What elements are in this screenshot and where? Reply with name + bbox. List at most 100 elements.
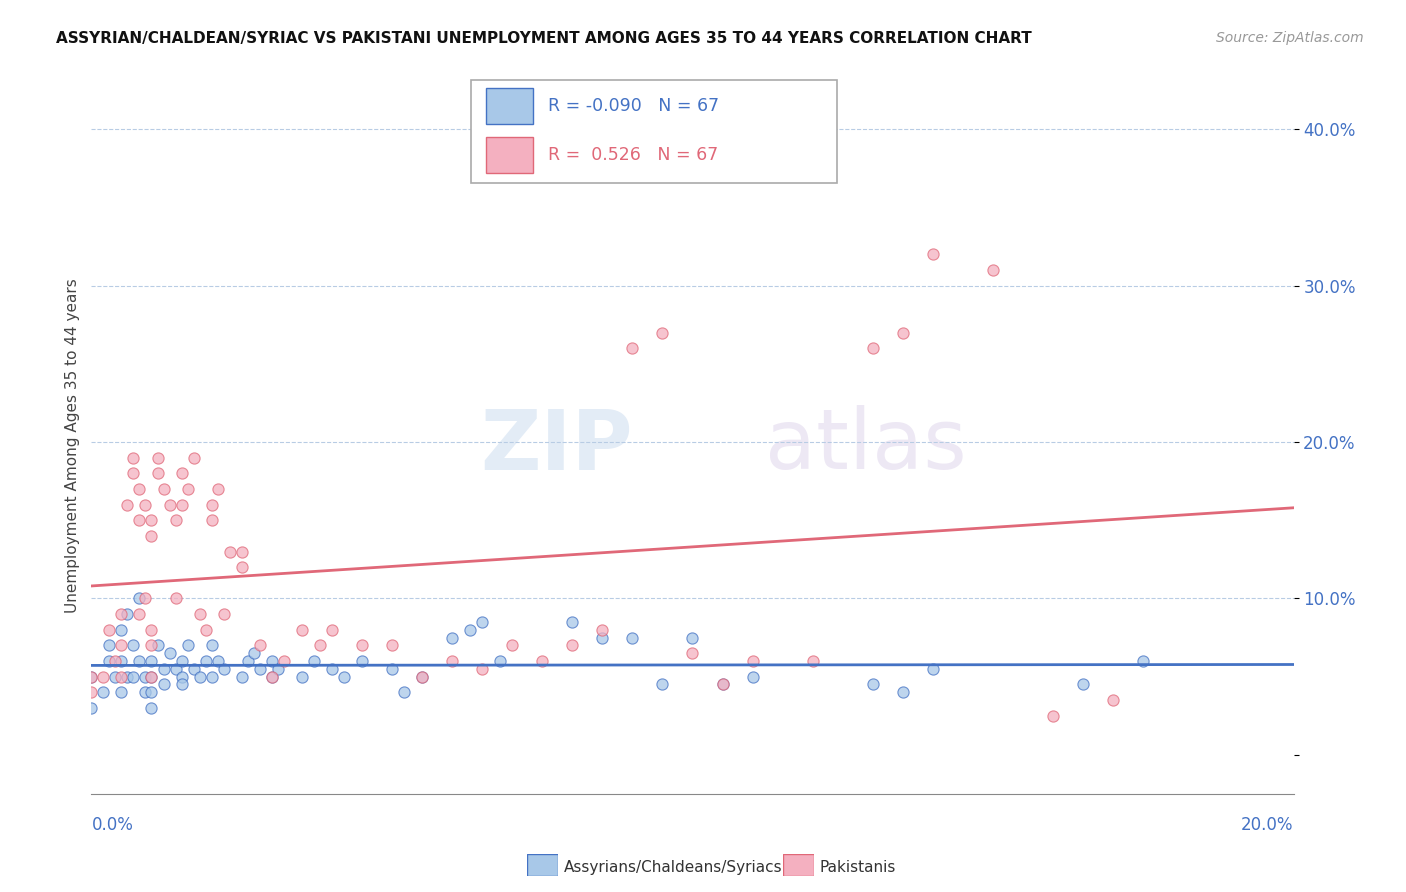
Point — [122, 467, 145, 481]
Point — [110, 654, 132, 668]
Point — [651, 677, 673, 691]
Point — [212, 607, 235, 621]
Point — [242, 646, 264, 660]
Point — [321, 623, 343, 637]
Point — [110, 685, 132, 699]
Point — [98, 654, 121, 668]
Point — [176, 638, 198, 652]
Point — [93, 685, 115, 699]
Point — [110, 623, 132, 637]
Point — [134, 685, 156, 699]
Point — [165, 591, 187, 606]
Text: R = -0.090   N = 67: R = -0.090 N = 67 — [548, 97, 718, 115]
Point — [231, 560, 253, 574]
Text: 0.0%: 0.0% — [91, 816, 134, 834]
Point — [152, 482, 174, 496]
Point — [218, 544, 240, 558]
Point — [128, 482, 150, 496]
Point — [93, 670, 115, 684]
Point — [122, 450, 145, 465]
Point — [194, 623, 217, 637]
Point — [170, 467, 193, 481]
Point — [681, 646, 703, 660]
FancyBboxPatch shape — [485, 136, 533, 173]
Point — [561, 615, 583, 629]
Point — [350, 638, 373, 652]
Point — [651, 326, 673, 340]
Point — [128, 654, 150, 668]
Point — [922, 662, 945, 676]
Point — [188, 670, 211, 684]
Point — [170, 677, 193, 691]
Point — [260, 670, 283, 684]
Point — [440, 631, 463, 645]
Point — [411, 670, 433, 684]
FancyBboxPatch shape — [471, 80, 837, 183]
Point — [291, 670, 314, 684]
Point — [104, 654, 127, 668]
Point — [801, 654, 824, 668]
Point — [152, 662, 174, 676]
Point — [165, 513, 187, 527]
Point — [561, 638, 583, 652]
Text: ZIP: ZIP — [479, 406, 633, 486]
Point — [381, 638, 404, 652]
Point — [392, 685, 415, 699]
Point — [267, 662, 290, 676]
Point — [501, 638, 523, 652]
Point — [471, 662, 494, 676]
Point — [134, 498, 156, 512]
Point — [458, 623, 481, 637]
Point — [440, 654, 463, 668]
Point — [249, 638, 271, 652]
Point — [489, 654, 512, 668]
Point — [321, 662, 343, 676]
Text: ASSYRIAN/CHALDEAN/SYRIAC VS PAKISTANI UNEMPLOYMENT AMONG AGES 35 TO 44 YEARS COR: ASSYRIAN/CHALDEAN/SYRIAC VS PAKISTANI UN… — [56, 31, 1032, 46]
Point — [122, 670, 145, 684]
Point — [260, 670, 283, 684]
Point — [741, 654, 763, 668]
Point — [308, 638, 330, 652]
Point — [159, 646, 181, 660]
Point — [891, 685, 914, 699]
Point — [141, 638, 163, 652]
Point — [80, 670, 103, 684]
Point — [381, 662, 404, 676]
Text: R =  0.526   N = 67: R = 0.526 N = 67 — [548, 145, 718, 163]
Point — [891, 326, 914, 340]
Point — [922, 247, 945, 261]
Point — [201, 638, 224, 652]
Point — [146, 467, 169, 481]
Point — [981, 263, 1004, 277]
Point — [207, 482, 229, 496]
Text: atlas: atlas — [765, 406, 966, 486]
Point — [170, 498, 193, 512]
Point — [134, 591, 156, 606]
Text: Source: ZipAtlas.com: Source: ZipAtlas.com — [1216, 31, 1364, 45]
Text: 20.0%: 20.0% — [1241, 816, 1294, 834]
Point — [141, 701, 163, 715]
FancyBboxPatch shape — [485, 88, 533, 124]
Point — [711, 677, 734, 691]
Point — [165, 662, 187, 676]
Point — [141, 670, 163, 684]
Point — [110, 670, 132, 684]
Point — [141, 513, 163, 527]
Point — [302, 654, 325, 668]
Point — [80, 701, 103, 715]
Point — [117, 607, 139, 621]
Point — [110, 607, 132, 621]
Point — [333, 670, 356, 684]
Point — [183, 450, 205, 465]
Point — [128, 513, 150, 527]
Point — [681, 631, 703, 645]
Point — [350, 654, 373, 668]
Point — [117, 670, 139, 684]
Point — [152, 677, 174, 691]
Point — [117, 498, 139, 512]
Point — [531, 654, 554, 668]
Point — [1042, 708, 1064, 723]
Point — [98, 623, 121, 637]
Point — [291, 623, 314, 637]
Point — [249, 662, 271, 676]
